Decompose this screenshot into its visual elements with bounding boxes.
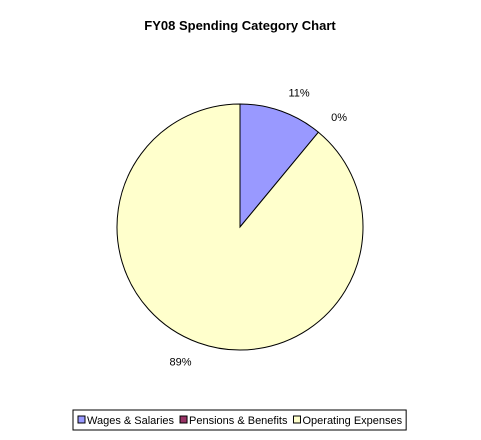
pie-slices — [116, 103, 364, 351]
legend-items: Wages & Salaries Pensions & Benefits Opera… — [77, 415, 403, 427]
legend-swatch-operating-expenses — [292, 415, 301, 424]
slice-operating-expenses — [116, 103, 364, 351]
legend-swatch-pensions-and-benefits — [179, 415, 188, 424]
chart-title: FY08 Spending Category Chart — [144, 18, 336, 33]
legend-label-wages-and-salaries: Wages & Salaries — [87, 415, 175, 427]
slice-label-pensions-and-benefits: 0% — [331, 112, 347, 124]
slice-label-wages-and-salaries: 11% — [288, 87, 309, 99]
slice-wages-and-salaries — [239, 103, 320, 229]
legend-swatch-wages-and-salaries — [77, 415, 86, 424]
legend-label-pensions-and-benefits: Pensions & Benefits — [189, 415, 288, 427]
legend-frame — [72, 409, 407, 431]
slice-labels: 11% 0% 89% — [170, 87, 348, 368]
slice-label-operating-expenses: 89% — [170, 357, 192, 369]
legend: Wages & Salaries Pensions & Benefits Opera… — [72, 409, 407, 431]
legend-label-operating-expenses: Operating Expenses — [302, 415, 402, 427]
